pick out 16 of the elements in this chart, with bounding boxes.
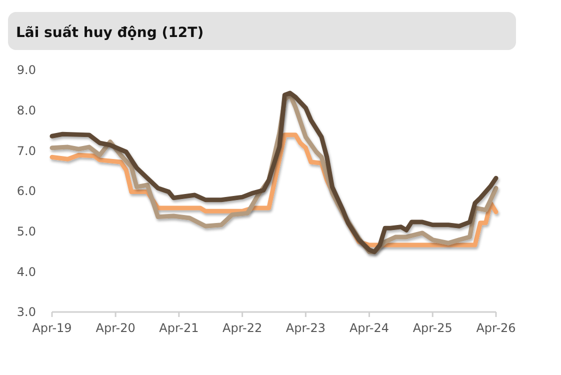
y-tick-label: 6.0 xyxy=(16,184,36,198)
y-tick-label: 7.0 xyxy=(16,144,36,158)
x-tick-label: Apr-26 xyxy=(476,321,516,335)
y-tick-label: 8.0 xyxy=(16,104,36,118)
y-tick-label: 3.0 xyxy=(16,305,36,320)
x-tick-label: Apr-25 xyxy=(412,321,452,335)
x-tick-label: Apr-22 xyxy=(222,321,262,335)
x-tick-label: Apr-20 xyxy=(96,321,136,335)
y-tick-label: 5.0 xyxy=(16,224,36,239)
y-tick-label: 9.0 xyxy=(16,63,36,78)
x-tick-label: Apr-24 xyxy=(349,321,390,335)
x-tick-label: Apr-21 xyxy=(159,321,199,335)
chart-title: Lãi suất huy động (12T) xyxy=(16,24,204,41)
y-tick-label: 4.0 xyxy=(16,264,36,279)
x-tick-label: Apr-19 xyxy=(32,321,72,335)
x-tick-label: Apr-23 xyxy=(286,321,326,335)
